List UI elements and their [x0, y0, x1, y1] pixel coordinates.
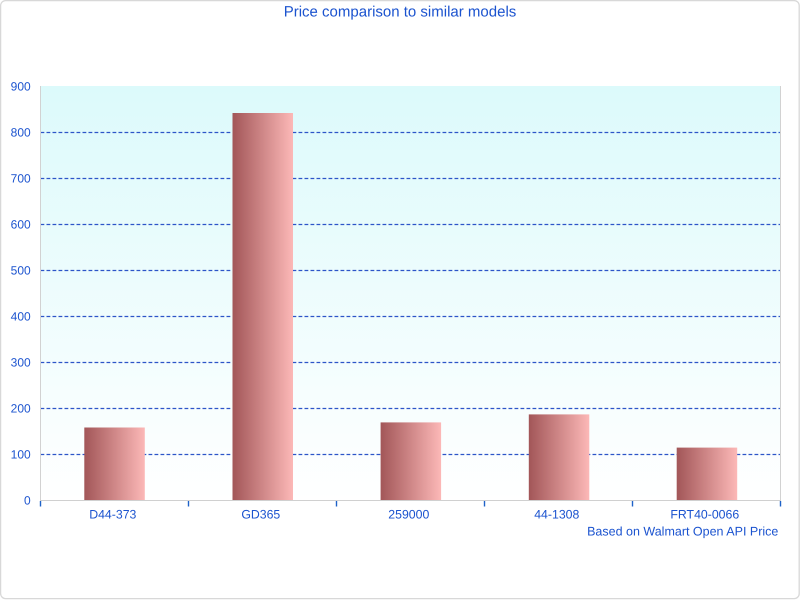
svg-text:900: 900	[11, 79, 31, 93]
svg-text:800: 800	[11, 125, 31, 139]
svg-text:600: 600	[11, 217, 31, 231]
svg-text:0: 0	[24, 494, 31, 508]
svg-text:44-1308: 44-1308	[534, 508, 579, 522]
svg-text:FRT40-0066: FRT40-0066	[670, 508, 739, 522]
svg-text:200: 200	[11, 401, 31, 415]
svg-text:700: 700	[11, 171, 31, 185]
svg-text:259000: 259000	[388, 508, 429, 522]
svg-text:Based on Walmart Open API Pric: Based on Walmart Open API Price	[587, 524, 778, 538]
svg-text:500: 500	[11, 263, 31, 277]
svg-text:GD365: GD365	[241, 508, 280, 522]
svg-text:100: 100	[11, 448, 31, 462]
svg-text:Price comparison to similar mo: Price comparison to similar models	[284, 3, 517, 20]
svg-text:400: 400	[11, 309, 31, 323]
svg-text:D44-373: D44-373	[89, 508, 136, 522]
svg-text:300: 300	[11, 355, 31, 369]
